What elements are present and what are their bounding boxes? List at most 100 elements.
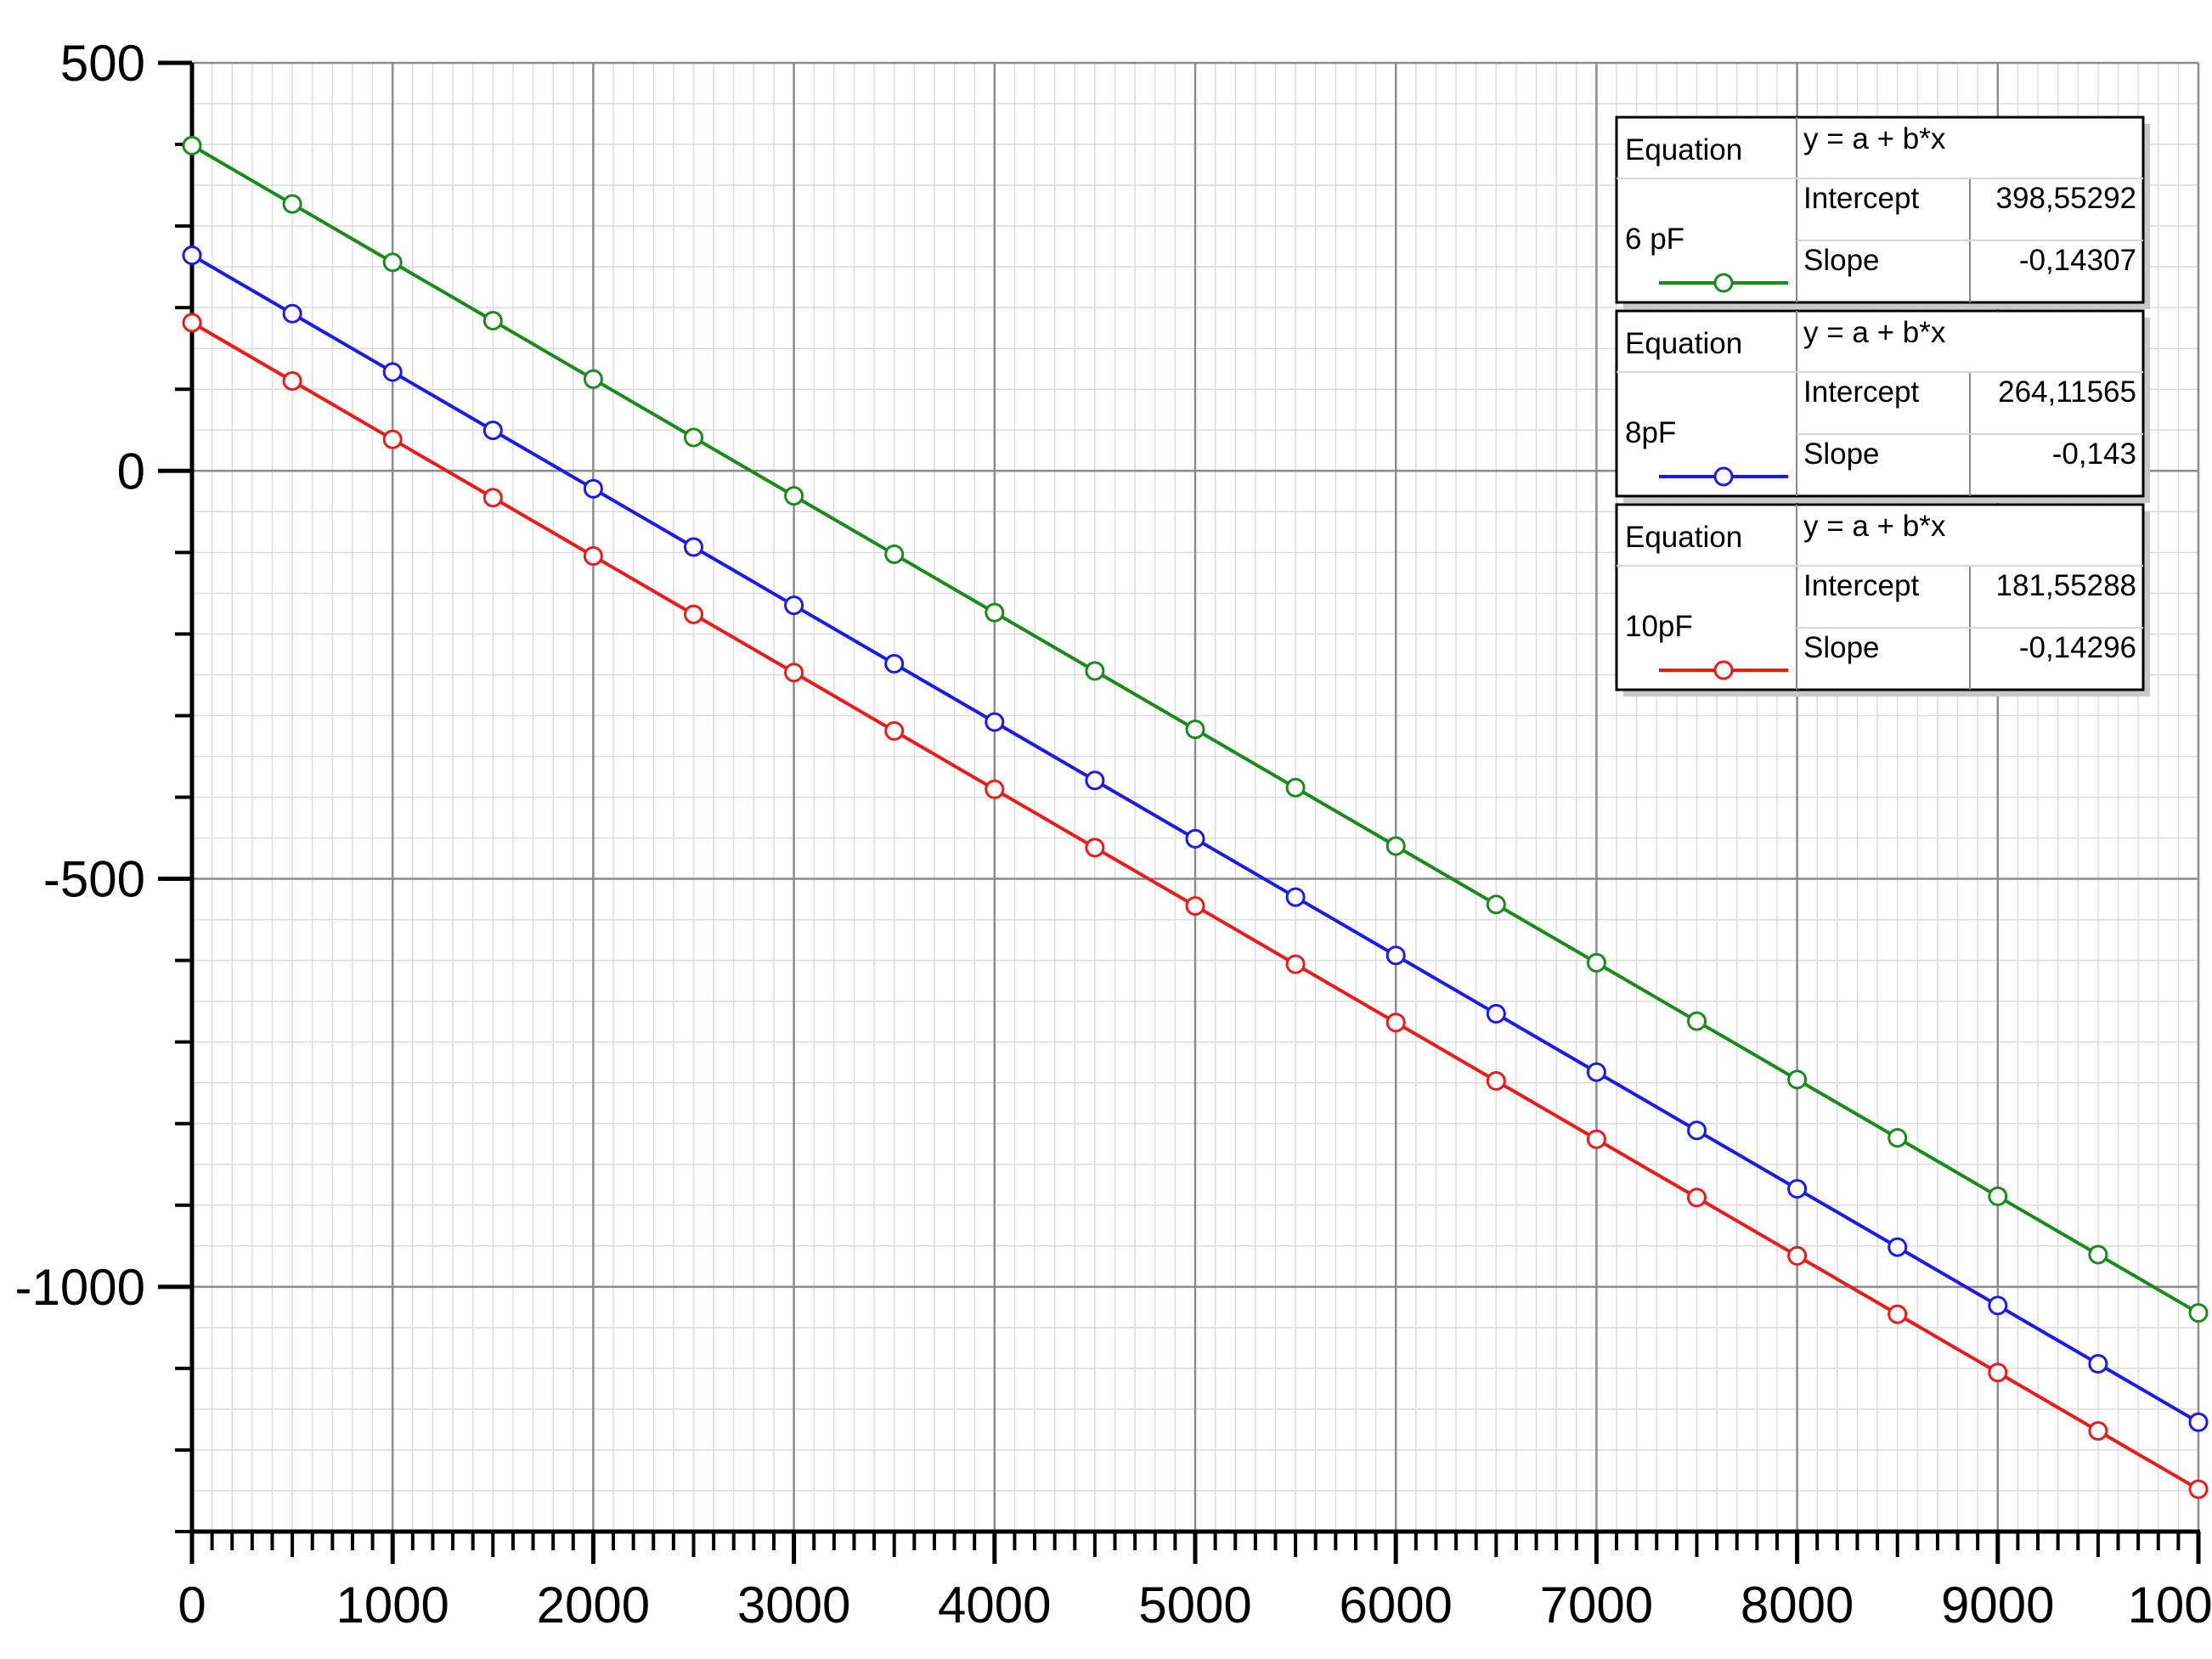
legend-series-marker-sample — [1713, 273, 1734, 293]
legend-intercept-value: 181,55288 — [1996, 569, 2136, 602]
legend-series-name: 8pF — [1625, 416, 1676, 449]
data-point — [2088, 1420, 2108, 1441]
series-2 — [182, 313, 2209, 1499]
data-point — [583, 546, 603, 567]
data-point — [1888, 1304, 1908, 1324]
x-tick-label: 4000 — [938, 1577, 1051, 1634]
series-1 — [182, 245, 2209, 1432]
data-point — [784, 663, 804, 683]
data-point — [1586, 1129, 1606, 1149]
legend-box-2: Equation y = a + b*x Intercept 181,55288 Slo… — [1615, 503, 2150, 697]
y-tick-label: 500 — [60, 35, 145, 92]
legend-box-0: Equation y = a + b*x Intercept 398,55292 Slo… — [1615, 116, 2150, 309]
legend-equation-label: Equation — [1625, 327, 1742, 360]
data-point — [1185, 895, 1205, 916]
data-point — [1787, 1178, 1808, 1199]
data-point — [1787, 1069, 1808, 1090]
data-point — [382, 429, 403, 449]
data-point — [182, 245, 202, 266]
legend-box-frame — [1615, 309, 2145, 498]
series-layer — [182, 135, 2209, 1499]
data-point — [482, 311, 503, 331]
data-point — [684, 427, 703, 448]
data-point — [1385, 836, 1406, 856]
data-point — [1085, 838, 1105, 858]
x-tick-label: 1000 — [336, 1577, 449, 1634]
legend-slope-label: Slope — [1803, 631, 1880, 664]
data-point — [1085, 661, 1105, 681]
legend-equation: y = a + b*x — [1803, 316, 1946, 349]
data-point — [182, 135, 202, 155]
data-point — [2188, 1303, 2209, 1323]
data-point — [784, 486, 804, 506]
y-tick-label: -1000 — [15, 1259, 145, 1316]
data-point — [1185, 719, 1205, 740]
data-point — [1787, 1245, 1808, 1266]
legend-series-name: 6 pF — [1625, 223, 1684, 256]
data-point — [382, 362, 403, 382]
legend-slope-value: -0,14307 — [2019, 244, 2136, 277]
y-tick-label: 0 — [117, 443, 145, 499]
data-point — [2188, 1412, 2209, 1432]
data-point — [1385, 1013, 1406, 1033]
data-point — [684, 604, 703, 624]
legend-box-frame — [1615, 116, 2145, 304]
data-point — [1285, 887, 1306, 907]
data-point — [684, 537, 703, 557]
legend-series-marker-sample — [1713, 660, 1734, 680]
data-point — [1285, 954, 1306, 974]
x-tick-label: 0 — [178, 1577, 206, 1634]
data-point — [985, 602, 1005, 623]
data-point — [1185, 828, 1205, 849]
legend: Equation y = a + b*x Intercept 398,55292 Slo… — [1615, 116, 2150, 697]
y-tick-label: -500 — [43, 851, 145, 908]
data-point — [1285, 777, 1306, 798]
data-point — [1988, 1363, 2008, 1383]
x-tick-label: 8000 — [1741, 1577, 1854, 1634]
legend-intercept-label: Intercept — [1803, 182, 1919, 215]
x-tick-label: 7000 — [1540, 1577, 1653, 1634]
legend-slope-value: -0,14296 — [2019, 631, 2136, 664]
data-point — [1888, 1237, 1908, 1257]
legend-intercept-label: Intercept — [1803, 375, 1919, 409]
data-point — [482, 488, 503, 508]
x-tick-label: 5000 — [1138, 1577, 1251, 1634]
x-tick-label: 2000 — [537, 1577, 650, 1634]
legend-intercept-value: 398,55292 — [1996, 182, 2136, 215]
data-point — [2088, 1354, 2108, 1374]
x-tick-label: 10000 — [2128, 1577, 2212, 1634]
data-point — [1486, 894, 1506, 915]
data-point — [1888, 1128, 1908, 1148]
data-point — [382, 252, 403, 273]
y-axis-ticks: 500 0 -500 -1000 — [15, 35, 192, 1533]
data-point — [1486, 1070, 1506, 1091]
data-point — [583, 478, 603, 499]
data-point — [1988, 1186, 2008, 1206]
data-point — [985, 779, 1005, 799]
data-point — [1687, 1188, 1707, 1208]
legend-box-1: Equation y = a + b*x Intercept 264,11565 Slo… — [1615, 309, 2150, 503]
x-tick-label: 9000 — [1941, 1577, 2054, 1634]
data-point — [282, 194, 302, 214]
data-point — [1586, 1062, 1606, 1082]
legend-box-frame — [1615, 503, 2145, 691]
data-point — [1687, 1120, 1707, 1141]
legend-series-marker-sample — [1713, 466, 1734, 487]
data-point — [282, 371, 302, 392]
legend-equation-label: Equation — [1625, 521, 1742, 554]
data-point — [2088, 1244, 2108, 1265]
data-point — [784, 595, 804, 616]
x-tick-label: 3000 — [737, 1577, 850, 1634]
data-point — [884, 721, 905, 742]
legend-intercept-label: Intercept — [1803, 569, 1919, 602]
data-point — [1586, 952, 1606, 973]
data-point — [282, 303, 302, 324]
data-point — [1988, 1295, 2008, 1316]
legend-equation: y = a + b*x — [1803, 510, 1946, 543]
data-point — [583, 369, 603, 389]
data-point — [2188, 1479, 2209, 1499]
legend-slope-value: -0,143 — [2052, 437, 2136, 471]
legend-equation-label: Equation — [1625, 133, 1742, 166]
data-point — [1385, 945, 1406, 966]
